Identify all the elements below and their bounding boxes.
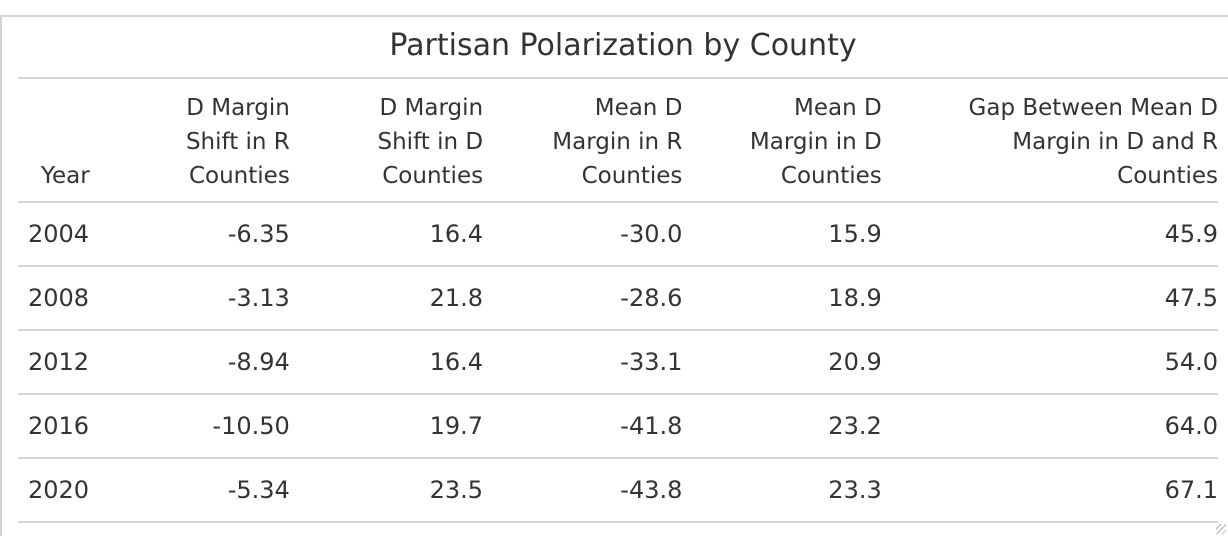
column-header-line: Counties bbox=[1117, 163, 1218, 189]
year-cell: 2008 bbox=[18, 266, 99, 331]
value-cell: 19.7 bbox=[289, 394, 484, 459]
value-cell: -28.6 bbox=[483, 266, 683, 331]
table-row: 2012 -8.94 16.4 -33.1 20.9 54.0 bbox=[18, 330, 1218, 395]
table-row: 2004 -6.35 16.4 -30.0 15.9 45.9 bbox=[18, 202, 1218, 267]
column-header: Mean D Margin in D Counties bbox=[682, 79, 882, 203]
column-header-line: Mean D bbox=[794, 95, 882, 121]
value-cell: -10.50 bbox=[98, 394, 290, 459]
column-header-line: Counties bbox=[780, 163, 882, 189]
column-header-line: Gap Between Mean D bbox=[968, 95, 1218, 121]
value-cell: 45.9 bbox=[881, 202, 1218, 267]
table-row: 2020 -5.34 23.5 -43.8 23.3 67.1 bbox=[18, 458, 1218, 523]
column-header-line: Shift in R bbox=[185, 129, 290, 155]
column-header-line: Margin in R bbox=[552, 129, 683, 155]
value-cell: -3.13 bbox=[98, 266, 290, 331]
value-cell: 54.0 bbox=[881, 330, 1218, 395]
value-cell: -30.0 bbox=[483, 202, 683, 267]
column-header-line: Year bbox=[41, 163, 90, 189]
column-header-line: Margin in D bbox=[749, 129, 882, 155]
table-row: 2008 -3.13 21.8 -28.6 18.9 47.5 bbox=[18, 266, 1218, 331]
column-header-line: Counties bbox=[188, 163, 290, 189]
column-header-line: Counties bbox=[581, 163, 683, 189]
value-cell: 16.4 bbox=[289, 202, 484, 267]
value-cell: -6.35 bbox=[98, 202, 290, 267]
value-cell: 21.8 bbox=[289, 266, 484, 331]
data-table: Year D Margin Shift in R Counties D Margin Sh… bbox=[18, 79, 1218, 523]
column-header-line: D Margin bbox=[186, 95, 290, 121]
table-frame bbox=[0, 15, 1228, 536]
value-cell: -33.1 bbox=[483, 330, 683, 395]
column-header-line: D Margin bbox=[379, 95, 484, 121]
column-header-line: Counties bbox=[382, 163, 484, 189]
year-cell: 2012 bbox=[18, 330, 99, 395]
column-header-line: Margin in D and R bbox=[1012, 129, 1218, 155]
value-cell: -43.8 bbox=[483, 458, 683, 523]
column-header: Year bbox=[18, 79, 99, 203]
value-cell: -8.94 bbox=[98, 330, 290, 395]
header-row: Year D Margin Shift in R Counties D Margin Sh… bbox=[18, 79, 1218, 203]
column-header: D Margin Shift in R Counties bbox=[98, 79, 290, 203]
value-cell: 67.1 bbox=[881, 458, 1218, 523]
year-cell: 2004 bbox=[18, 202, 99, 267]
value-cell: 64.0 bbox=[881, 394, 1218, 459]
table-body: 2004 -6.35 16.4 -30.0 15.9 45.9 2008 -3.13 21.8-… bbox=[18, 202, 1218, 523]
table-row: 2016 -10.50 19.7 -41.8 23.2 64.0 bbox=[18, 394, 1218, 459]
value-cell: 15.9 bbox=[682, 202, 882, 267]
table-title: Partisan Polarization by County bbox=[18, 17, 1228, 79]
value-cell: 47.5 bbox=[881, 266, 1218, 331]
column-header-line: Shift in D bbox=[377, 129, 484, 155]
column-header: Gap Between Mean D Margin in D and R Count… bbox=[881, 79, 1218, 203]
value-cell: 20.9 bbox=[682, 330, 882, 395]
resize-grip-icon[interactable] bbox=[1216, 524, 1226, 534]
value-cell: 18.9 bbox=[682, 266, 882, 331]
value-cell: 23.2 bbox=[682, 394, 882, 459]
value-cell: 23.3 bbox=[682, 458, 882, 523]
column-header-line: Mean D bbox=[594, 95, 683, 121]
year-cell: 2020 bbox=[18, 458, 99, 523]
column-header: Mean D Margin in R Counties bbox=[483, 79, 683, 203]
value-cell: -41.8 bbox=[483, 394, 683, 459]
column-header: D Margin Shift in D Counties bbox=[289, 79, 484, 203]
value-cell: 23.5 bbox=[289, 458, 484, 523]
value-cell: 16.4 bbox=[289, 330, 484, 395]
value-cell: -5.34 bbox=[98, 458, 290, 523]
year-cell: 2016 bbox=[18, 394, 99, 459]
